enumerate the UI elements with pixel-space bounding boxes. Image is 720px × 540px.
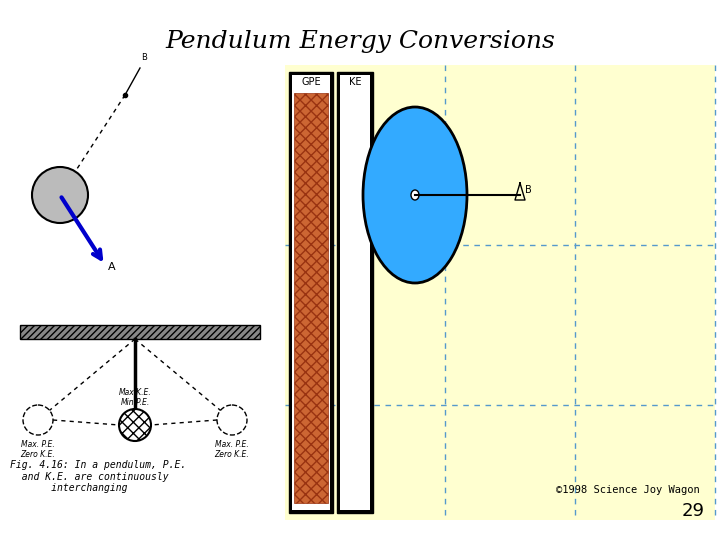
Circle shape [32,167,88,223]
Ellipse shape [363,107,467,283]
Text: Max.K.E.
Min.P.E.: Max.K.E. Min.P.E. [119,388,151,407]
Text: GPE: GPE [301,77,321,87]
Bar [337,72,373,513]
Text: B: B [525,185,532,195]
Text: KE: KE [348,77,361,87]
Bar [294,93,328,503]
Ellipse shape [411,190,419,200]
Text: B: B [141,53,147,62]
Text: Max. P.E.
Zero K.E.: Max. P.E. Zero K.E. [21,440,55,460]
Text: ©1998 Science Joy Wagon: ©1998 Science Joy Wagon [557,485,700,495]
Circle shape [217,405,247,435]
Text: Max. P.E.
Zero K.E.: Max. P.E. Zero K.E. [215,440,249,460]
Text: Fig. 4.16: In a pendulum, P.E.
  and K.E. are continuously
       interchanging: Fig. 4.16: In a pendulum, P.E. and K.E. … [10,460,186,493]
Bar [340,75,370,510]
Bar [20,325,260,339]
Text: Pendulum Energy Conversions: Pendulum Energy Conversions [165,30,555,53]
Text: 29: 29 [682,502,705,520]
Circle shape [119,409,151,441]
Text: A: A [108,262,116,272]
Bar [292,75,330,510]
Bar [289,72,333,513]
Circle shape [23,405,53,435]
Bar [285,65,715,520]
